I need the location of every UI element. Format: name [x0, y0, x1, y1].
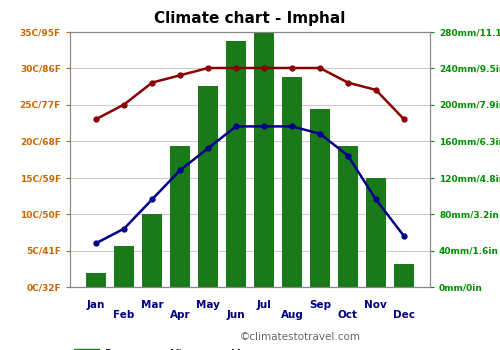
Title: Climate chart - Imphal: Climate chart - Imphal: [154, 11, 346, 26]
Bar: [310, 109, 330, 287]
Bar: [86, 273, 106, 287]
Text: Feb: Feb: [114, 310, 135, 320]
Bar: [394, 264, 413, 287]
Bar: [254, 22, 274, 287]
Text: Sep: Sep: [309, 300, 331, 310]
Text: Dec: Dec: [393, 310, 415, 320]
Legend: Prec, Min, Max: Prec, Min, Max: [70, 345, 258, 350]
Bar: [114, 246, 134, 287]
Bar: [198, 86, 218, 287]
Text: Jan: Jan: [87, 300, 106, 310]
Text: Mar: Mar: [141, 300, 164, 310]
Bar: [142, 214, 162, 287]
Bar: [170, 146, 190, 287]
Text: Aug: Aug: [280, 310, 303, 320]
Text: Oct: Oct: [338, 310, 358, 320]
Text: Nov: Nov: [364, 300, 387, 310]
Bar: [226, 41, 246, 287]
Bar: [338, 146, 357, 287]
Bar: [282, 77, 302, 287]
Text: ©climatestotravel.com: ©climatestotravel.com: [240, 332, 361, 342]
Text: Jun: Jun: [226, 310, 246, 320]
Text: May: May: [196, 300, 220, 310]
Text: Jul: Jul: [256, 300, 272, 310]
Bar: [366, 177, 386, 287]
Text: Apr: Apr: [170, 310, 190, 320]
